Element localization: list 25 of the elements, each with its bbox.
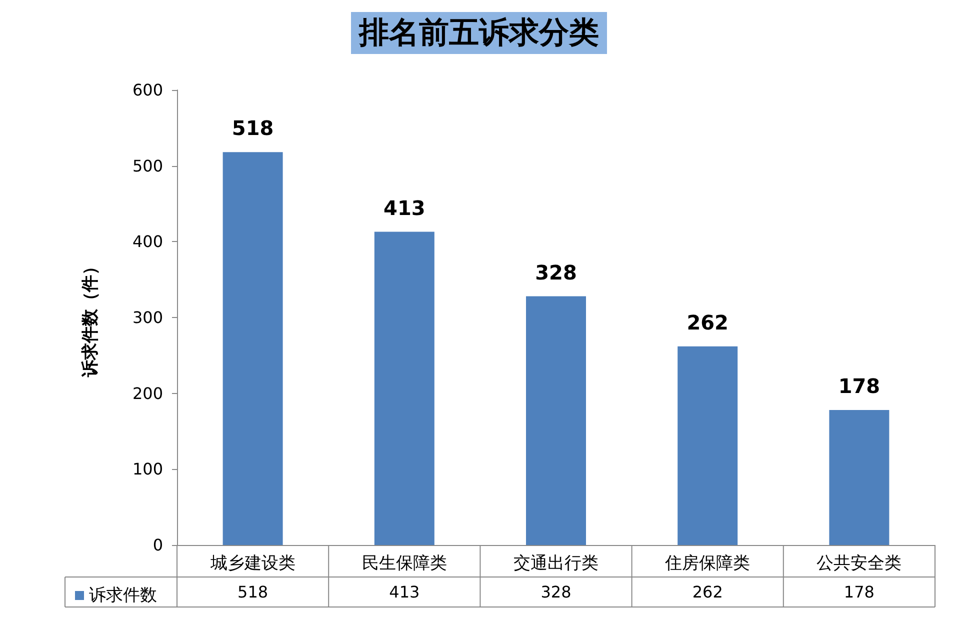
text: 413 xyxy=(389,582,420,602)
data-label: 262 xyxy=(686,310,728,334)
y-tick-label: 300 xyxy=(132,308,163,327)
text: 328 xyxy=(540,582,572,602)
x-tick-label: 公共安全类 xyxy=(816,554,902,574)
y-tick-label: 200 xyxy=(132,384,163,403)
y-tick-label: 100 xyxy=(132,460,163,479)
x-tick-label: 城乡建设类 xyxy=(209,554,296,574)
y-axis-title: 诉求件数（件） xyxy=(80,258,100,378)
y-tick-label: 0 xyxy=(152,536,163,554)
x-tick-label: 交通出行类 xyxy=(514,554,598,574)
y-tick-label: 500 xyxy=(132,156,163,176)
y-tick-label: 400 xyxy=(132,232,163,252)
data-label: 413 xyxy=(384,196,426,220)
y-tick-label: 600 xyxy=(132,80,163,100)
text: 518 xyxy=(238,582,268,602)
x-tick-label: 民生保障类 xyxy=(362,554,447,574)
data-label: 328 xyxy=(535,260,577,284)
legend-label: 诉求件数 xyxy=(89,586,157,606)
text: 178 xyxy=(844,582,874,602)
data-label: 178 xyxy=(838,374,880,398)
data-label: 518 xyxy=(232,116,274,140)
chart-title: 排名前五诉求分类 xyxy=(358,16,599,50)
x-tick-label: 住房保障类 xyxy=(664,554,750,574)
text: 262 xyxy=(692,582,723,602)
